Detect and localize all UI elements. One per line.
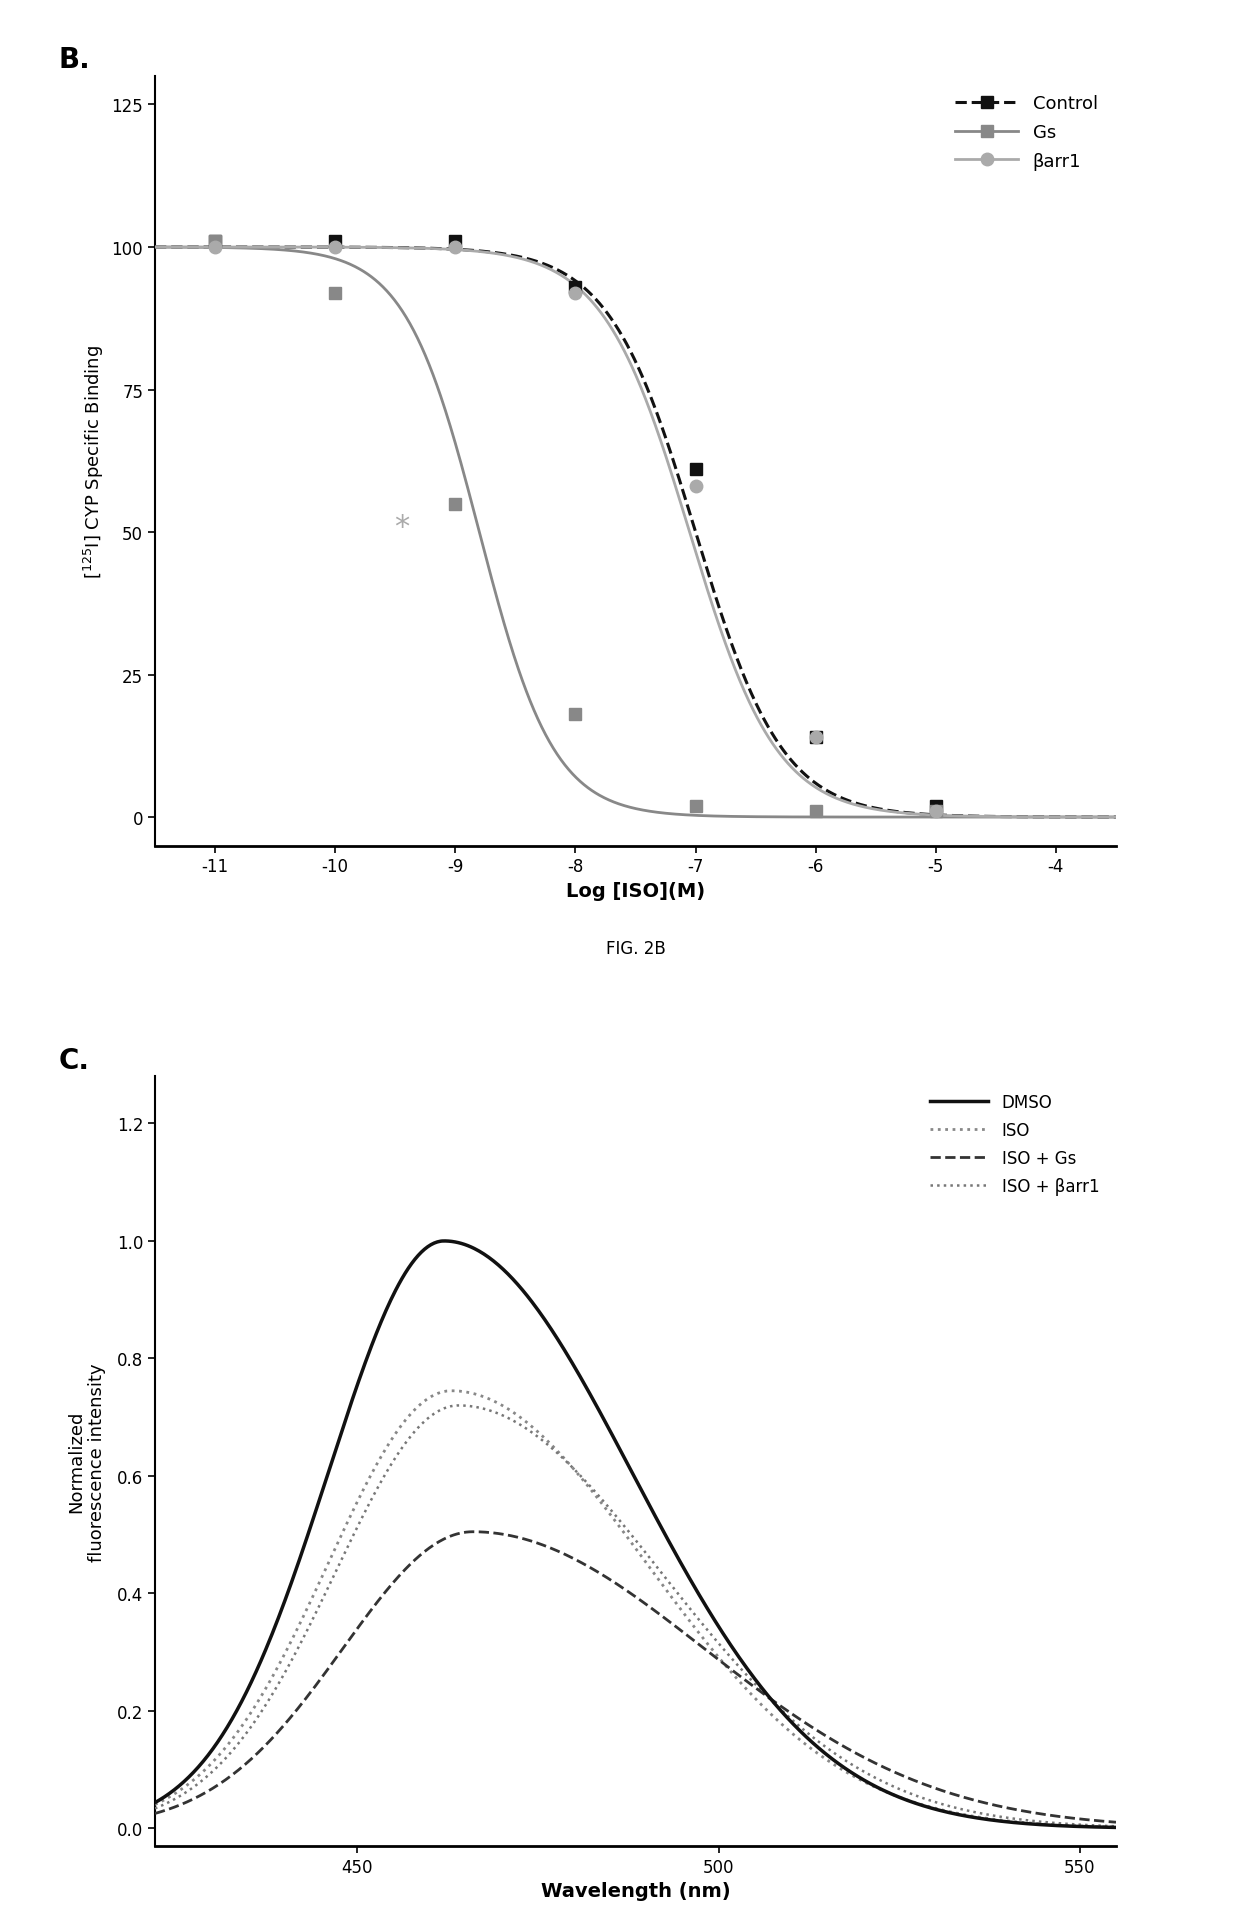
DMSO — [317, 1471, 332, 1494]
ISO — [791, 1727, 806, 1750]
DMSO — [584, 1385, 599, 1408]
ISO + βarr1 — [791, 1713, 806, 1736]
Legend: DMSO, ISO, ISO + Gs, ISO + βarr1: DMSO, ISO, ISO + Gs, ISO + βarr1 — [921, 1085, 1107, 1204]
ISO + Gs — [584, 1558, 599, 1581]
ISO + Gs — [1109, 1811, 1123, 1835]
DMSO — [148, 1790, 162, 1813]
ISO + Gs — [791, 1708, 806, 1731]
ISO + Gs — [394, 1561, 409, 1585]
ISO — [394, 1413, 409, 1436]
ISO — [148, 1792, 162, 1815]
ISO + Gs — [873, 1754, 888, 1777]
ISO + Gs — [148, 1802, 162, 1825]
ISO + Gs — [317, 1661, 332, 1685]
ISO + βarr1 — [317, 1583, 332, 1606]
Legend: Control, Gs, βarr1: Control, Gs, βarr1 — [946, 87, 1107, 179]
ISO — [444, 1379, 459, 1402]
ISO + Gs — [715, 1652, 730, 1675]
ISO + βarr1 — [584, 1477, 599, 1500]
ISO + Gs — [465, 1521, 480, 1544]
ISO + βarr1 — [394, 1436, 409, 1460]
Line: ISO + Gs: ISO + Gs — [155, 1533, 1116, 1823]
ISO + βarr1 — [451, 1394, 466, 1417]
Y-axis label: Normalized
fluorescence intensity: Normalized fluorescence intensity — [67, 1361, 105, 1561]
Text: FIG. 2B: FIG. 2B — [605, 940, 666, 958]
Y-axis label: [$^{125}$I] CYP Specific Binding: [$^{125}$I] CYP Specific Binding — [82, 344, 105, 579]
ISO + βarr1 — [1109, 1815, 1123, 1838]
DMSO — [394, 1267, 409, 1290]
ISO — [873, 1779, 888, 1802]
DMSO — [1109, 1815, 1123, 1838]
DMSO — [873, 1777, 888, 1800]
ISO + βarr1 — [715, 1636, 730, 1660]
X-axis label: Log [ISO](M): Log [ISO](M) — [565, 881, 706, 900]
ISO — [317, 1560, 332, 1583]
DMSO — [436, 1229, 451, 1252]
Text: C.: C. — [58, 1046, 89, 1075]
ISO — [715, 1652, 730, 1675]
X-axis label: Wavelength (nm): Wavelength (nm) — [541, 1881, 730, 1900]
DMSO — [791, 1717, 806, 1740]
ISO — [1109, 1815, 1123, 1838]
Line: ISO: ISO — [155, 1390, 1116, 1827]
ISO — [584, 1479, 599, 1502]
Line: DMSO: DMSO — [155, 1240, 1116, 1827]
ISO + βarr1 — [148, 1796, 162, 1819]
Text: *: * — [393, 513, 409, 542]
ISO + βarr1 — [873, 1769, 888, 1792]
DMSO — [715, 1621, 730, 1644]
Text: B.: B. — [58, 46, 91, 75]
Line: ISO + βarr1: ISO + βarr1 — [155, 1406, 1116, 1827]
